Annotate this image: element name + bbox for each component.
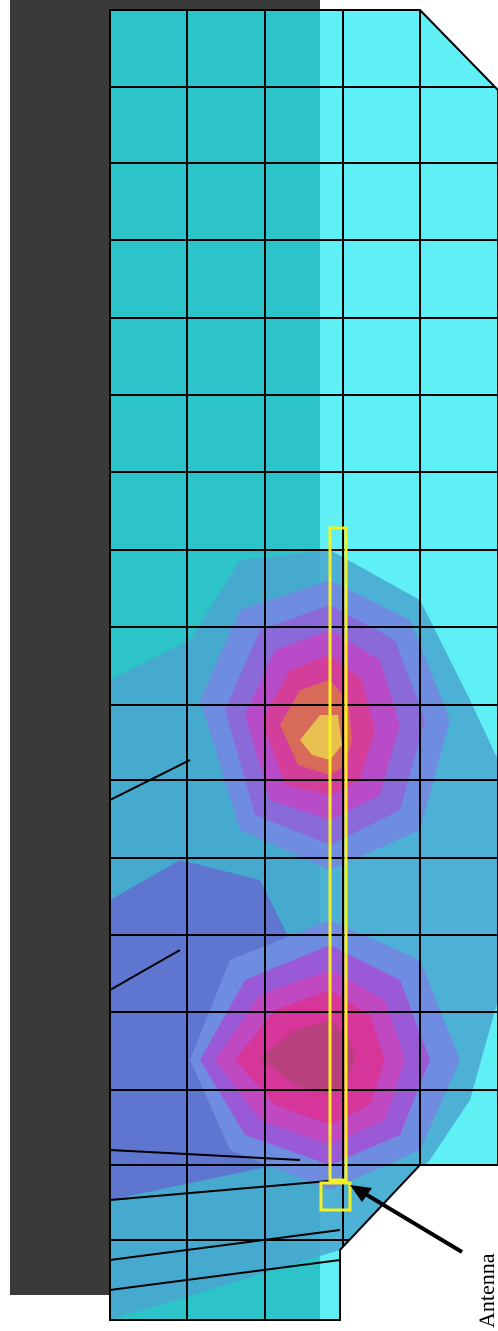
mesh-lines [110, 10, 498, 1320]
mesh-body [110, 10, 498, 1320]
antenna-feed [319, 1181, 352, 1212]
body-outline [109, 9, 498, 1321]
antenna-element [328, 526, 348, 1182]
arrow-shaft [360, 1190, 464, 1254]
arrow-head [350, 1185, 372, 1202]
contour-lower [190, 920, 460, 1190]
antenna-label: Antenna [474, 1253, 498, 1328]
